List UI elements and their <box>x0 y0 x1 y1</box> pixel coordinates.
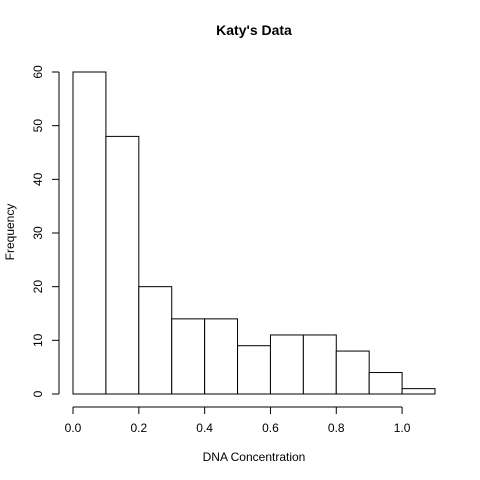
y-axis: 0 10 20 30 40 50 60 <box>31 65 60 397</box>
histogram-bar-2 <box>138 286 173 395</box>
histogram-bar-7 <box>302 334 337 395</box>
x-tick-label-2: 0.4 <box>196 421 213 435</box>
histogram-bar-4 <box>204 318 239 395</box>
histogram-bar-8 <box>335 350 370 395</box>
bars-group <box>72 71 436 395</box>
x-tick-label-3: 0.6 <box>262 421 279 435</box>
histogram-bar-3 <box>171 318 206 395</box>
y-tick-label-1: 10 <box>31 333 45 347</box>
y-tick-label-6: 60 <box>31 65 45 79</box>
x-axis: 0.0 0.2 0.4 0.6 0.8 1.0 <box>65 406 411 435</box>
histogram-bar-5 <box>237 345 271 395</box>
y-tick-label-0: 0 <box>31 390 45 397</box>
x-tick-label-4: 0.8 <box>328 421 345 435</box>
y-tick-label-4: 40 <box>31 172 45 186</box>
y-axis-label: Frequency <box>3 204 17 261</box>
histogram-bar-10 <box>401 388 436 395</box>
x-tick-label-0: 0.0 <box>65 421 82 435</box>
histogram-bar-6 <box>269 334 304 395</box>
x-tick-label-1: 0.2 <box>130 421 147 435</box>
y-tick-label-3: 30 <box>31 226 45 240</box>
y-tick-label-5: 50 <box>31 119 45 133</box>
chart-title: Katy's Data <box>216 22 292 38</box>
y-tick-label-2: 20 <box>31 280 45 294</box>
histogram-bar-0 <box>72 71 107 395</box>
histogram-bar-1 <box>105 135 140 395</box>
histogram-bar-9 <box>368 372 403 395</box>
x-axis-label: DNA Concentration <box>203 450 306 464</box>
x-tick-label-5: 1.0 <box>394 421 411 435</box>
